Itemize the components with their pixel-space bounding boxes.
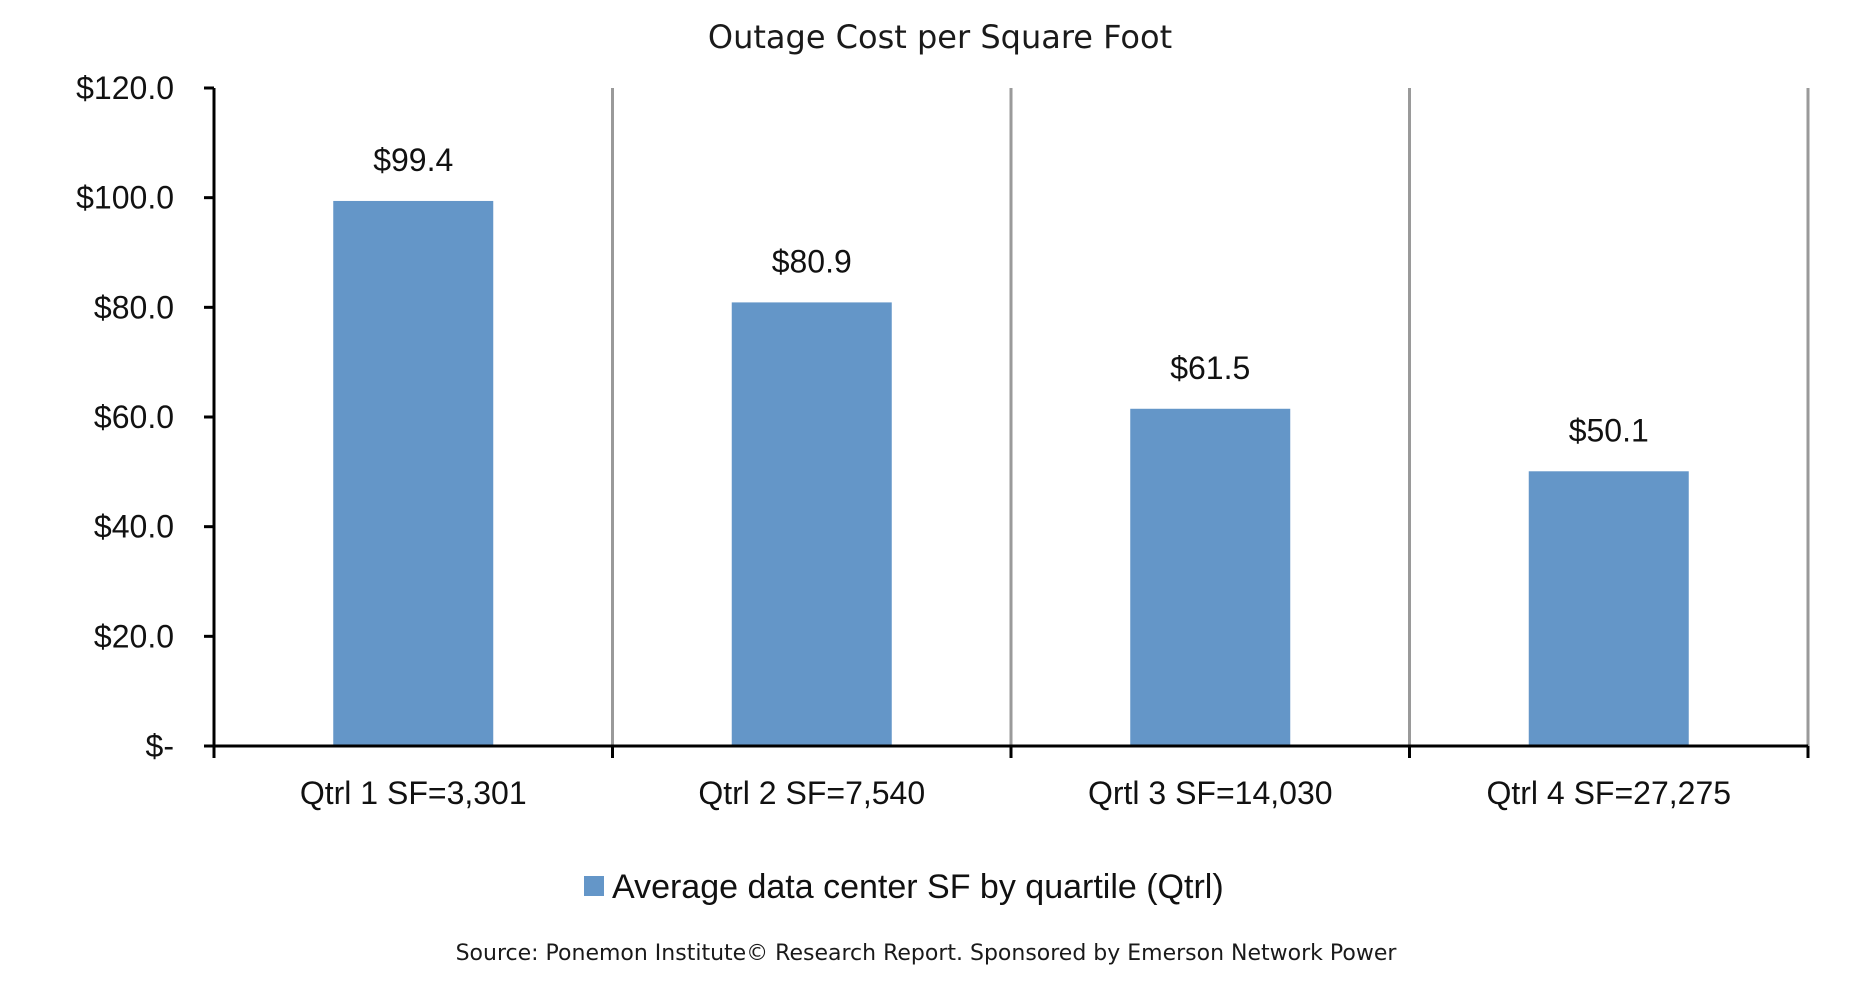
y-tick-label: $80.0 (94, 289, 174, 325)
legend: Average data center SF by quartile (Qtrl… (584, 868, 1224, 906)
x-tick-label: Qtrl 4 SF=27,275 (1486, 775, 1731, 811)
x-tick-label: Qtrl 1 SF=3,301 (300, 775, 527, 811)
data-label: $50.1 (1569, 412, 1649, 448)
y-tick-label: $100.0 (76, 180, 174, 216)
y-tick-label: $40.0 (94, 509, 174, 545)
y-tick-label: $60.0 (94, 399, 174, 435)
legend-label: Average data center SF by quartile (Qtrl… (612, 868, 1224, 906)
legend-swatch (584, 876, 604, 896)
y-tick-label: $120.0 (76, 70, 174, 106)
data-label: $61.5 (1170, 350, 1250, 386)
bar (1130, 408, 1291, 746)
data-label: $99.4 (373, 142, 453, 178)
y-tick-label: $20.0 (94, 618, 174, 654)
bar (333, 200, 494, 746)
y-tick-label: $- (146, 728, 174, 764)
source-note: Source: Ponemon Institute© Research Repo… (456, 941, 1398, 966)
x-tick-label: Qtrl 2 SF=7,540 (698, 775, 925, 811)
data-label: $80.9 (772, 243, 852, 279)
bar (731, 302, 892, 746)
x-tick-label: Qrtl 3 SF=14,030 (1088, 775, 1333, 811)
plot-area: $99.4 $80.9 $61.5 $50.1 $- $20.0 $40.0 $60.0 $80… (76, 70, 1810, 811)
bar (1528, 471, 1689, 746)
chart-title: Outage Cost per Square Foot (708, 18, 1172, 56)
